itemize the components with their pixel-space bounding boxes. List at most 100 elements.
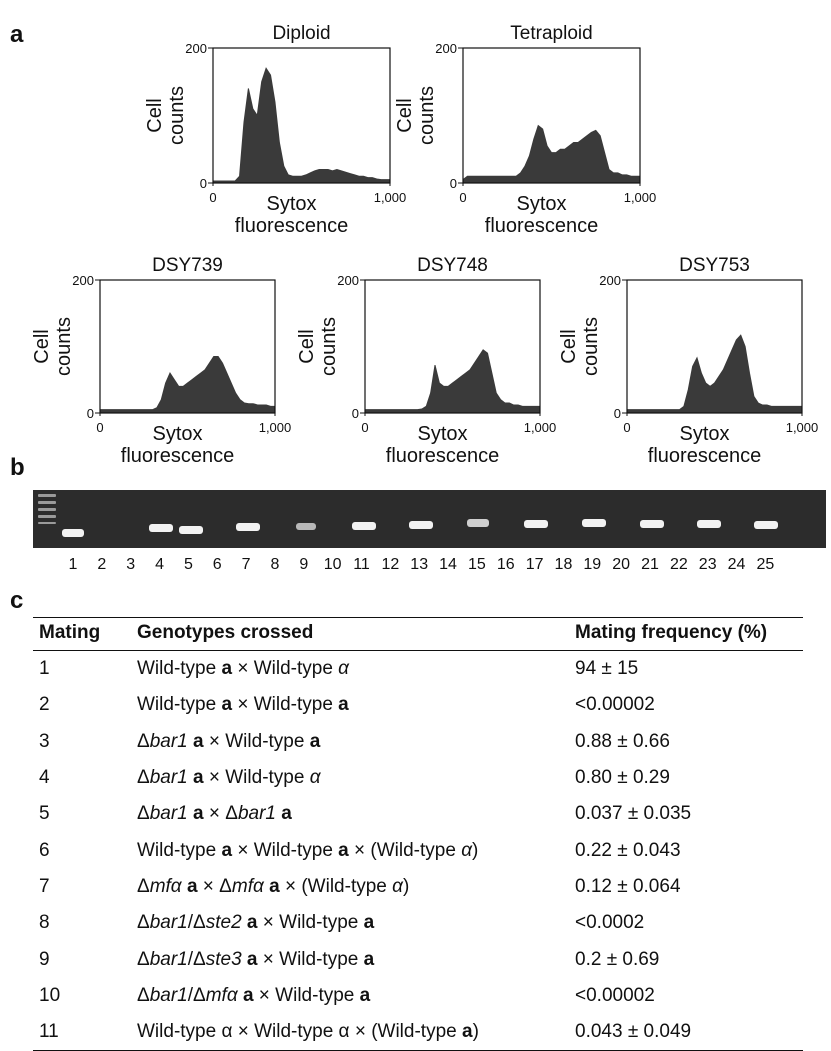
panel-label: b — [10, 454, 25, 481]
lane-label: 12 — [381, 556, 399, 573]
bands — [62, 519, 778, 537]
lane-label: 11 — [353, 556, 370, 573]
genotype-segment: Δ — [137, 730, 150, 752]
y-axis-label: Cell — [296, 329, 318, 363]
genotype-segment: Wild-type α × Wild-type α × (Wild-type — [137, 1021, 462, 1043]
genotype-segment: a — [338, 694, 349, 716]
genotype-segment: /Δ — [187, 912, 206, 934]
lane-label: 8 — [270, 556, 279, 573]
genotype-segment: × (Wild-type — [279, 875, 393, 897]
y-tick-label: 200 — [185, 41, 207, 56]
lane-label: 9 — [299, 556, 308, 573]
y-axis-label: Cell — [144, 98, 166, 132]
y-tick-label: 0 — [87, 406, 94, 421]
mating-frequency: 0.22 ± 0.043 — [575, 839, 681, 861]
y-axis-label: counts — [318, 317, 340, 376]
mating-frequency: <0.0002 — [575, 912, 645, 934]
genotype-cell: Wild-type α × Wild-type α × (Wild-type a… — [131, 1013, 569, 1051]
genotype-segment: a — [338, 839, 349, 861]
genotype-segment: bar1 — [149, 730, 188, 752]
x-axis-label: Sytox — [152, 423, 202, 445]
genotype-segment: bar1 — [149, 948, 188, 970]
genotype-segment: a — [186, 875, 198, 897]
genotype-segment: × Δ — [203, 803, 238, 825]
mating-number: 2 — [39, 694, 50, 716]
y-axis-label: counts — [580, 317, 602, 376]
table-row: 11 Wild-type α × Wild-type α × (Wild-type… — [33, 1013, 803, 1051]
genotype-segment: a — [363, 912, 375, 934]
genotype-segment: bar1 — [237, 803, 276, 825]
genotype-segment: a — [221, 694, 233, 716]
table-row: 9 Δbar1/Δste3 a × Wild-type a 0.2 ± 0.69 — [33, 941, 803, 977]
genotype-segment: ste3 — [205, 948, 242, 970]
genotype-segment: ) — [402, 875, 410, 897]
ladder — [38, 494, 56, 524]
y-tick-label: 200 — [72, 273, 94, 288]
genotype-segment: bar1 — [149, 912, 188, 934]
genotype-segment: a — [359, 984, 371, 1006]
genotype-segment: ste2 — [205, 912, 242, 934]
mating-number: 1 — [39, 658, 50, 680]
lane-label: 20 — [612, 556, 630, 573]
y-tick-label: 0 — [352, 406, 359, 421]
mating-frequency: <0.00002 — [575, 984, 655, 1006]
y-axis-label: Cell — [394, 98, 416, 132]
genotype-segment: a — [309, 730, 321, 752]
mating-number: 3 — [39, 730, 50, 752]
x-axis-label: fluorescence — [121, 445, 234, 467]
genotype-segment: α — [392, 875, 403, 897]
table-row: 5 Δbar1 a × Δbar1 a 0.037 ± 0.035 — [33, 796, 803, 832]
chart-title: Diploid — [272, 23, 330, 44]
lane-label: 19 — [583, 556, 601, 573]
lane-label: 13 — [410, 556, 428, 573]
lane-label: 7 — [242, 556, 251, 573]
histogram-area — [462, 124, 641, 184]
table-header: Mating Genotypes crossed Mating frequenc… — [33, 617, 803, 651]
genotype-cell: Wild-type a × Wild-type a × (Wild-type α… — [131, 832, 569, 868]
genotype-cell: Δbar1/Δste3 a × Wild-type a — [131, 941, 569, 977]
y-tick-label: 200 — [599, 273, 621, 288]
genotype-segment: × Wild-type — [232, 658, 339, 680]
plot-frame — [462, 47, 641, 184]
table-row: 7 Δmfα a × Δmfα a × (Wild-type α) 0.12 ± 0… — [33, 869, 803, 905]
gel-background — [33, 490, 826, 548]
mating-frequency: <0.00002 — [575, 694, 655, 716]
table-row: 2 Wild-type a × Wild-type a <0.00002 — [33, 687, 803, 723]
y-tick-label: 200 — [435, 41, 457, 56]
genotype-cell: Δbar1 a × Wild-type a — [131, 724, 569, 760]
chart-title: Tetraploid — [510, 23, 592, 44]
genotype-segment: mfα — [231, 875, 264, 897]
y-axis-label: Cell — [31, 329, 53, 363]
x-axis-label: fluorescence — [485, 215, 598, 237]
mating-frequency: 0.2 ± 0.69 — [575, 948, 660, 970]
mating-number: 4 — [39, 767, 50, 789]
x-tick-label: 0 — [209, 190, 216, 205]
genotype-segment: α — [338, 658, 350, 680]
genotype-segment: × Wild-type — [232, 694, 339, 716]
lane-label: 21 — [641, 556, 659, 573]
histogram-area — [626, 334, 803, 414]
mating-number: 5 — [39, 803, 50, 825]
genotype-segment: × (Wild-type — [348, 839, 462, 861]
genotype-segment: bar1 — [149, 803, 188, 825]
table-row: 6 Wild-type a × Wild-type a × (Wild-type … — [33, 832, 803, 868]
lane-label: 2 — [97, 556, 106, 573]
mating-number: 9 — [39, 948, 50, 970]
mating-number: 10 — [39, 984, 61, 1006]
genotype-segment: Δ — [137, 984, 150, 1006]
chart-title: DSY748 — [417, 255, 488, 276]
genotype-segment: bar1 — [149, 767, 188, 789]
lane-label: 10 — [324, 556, 342, 573]
genotype-cell: Δbar1/Δste2 a × Wild-type a — [131, 905, 569, 941]
lane-label: 4 — [155, 556, 164, 573]
genotype-segment: Δ — [137, 767, 150, 789]
genotype-segment: Wild-type — [137, 839, 222, 861]
lane-label: 23 — [699, 556, 717, 573]
genotype-segment: a — [246, 948, 258, 970]
mating-frequency: 0.043 ± 0.049 — [569, 1013, 803, 1051]
mating-number: 11 — [33, 1013, 131, 1051]
header-cell: Mating — [33, 617, 131, 651]
mating-number: 6 — [39, 839, 50, 861]
x-tick-label: 1,000 — [259, 420, 292, 435]
